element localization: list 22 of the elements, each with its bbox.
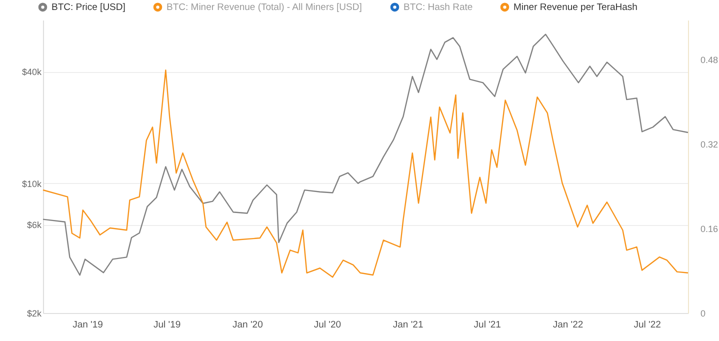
x-tick-label: Jan '19 bbox=[72, 320, 103, 330]
x-tick-label: Jan '20 bbox=[232, 320, 263, 330]
x-tick-label: Jul '19 bbox=[153, 320, 181, 330]
y-tick-label: $10k bbox=[22, 178, 42, 189]
y-tick-label: $6k bbox=[26, 220, 42, 230]
legend-label: BTC: Miner Revenue (Total) - All Miners [USD] bbox=[166, 2, 362, 14]
y-tick-label: $40k bbox=[22, 67, 42, 78]
x-tick-label: Jan '22 bbox=[552, 320, 584, 330]
legend-label: BTC: Hash Rate bbox=[404, 2, 473, 14]
y2-tick-label: 0.48 bbox=[700, 55, 718, 66]
x-tick-label: Jul '20 bbox=[314, 320, 342, 330]
y2-tick-label: 0 bbox=[700, 308, 706, 318]
line-series bbox=[42, 34, 689, 276]
legend-label: Miner Revenue per TeraHash bbox=[514, 2, 638, 14]
legend-label: BTC: Price [USD] bbox=[52, 2, 126, 14]
line-series bbox=[42, 70, 689, 278]
y2-tick-label: 0.16 bbox=[700, 224, 718, 234]
y2-tick-label: 0.32 bbox=[700, 140, 718, 150]
y-tick-label: $2k bbox=[26, 308, 42, 318]
x-tick-label: Jan '21 bbox=[392, 320, 424, 330]
x-tick-label: Jul '21 bbox=[474, 320, 501, 330]
x-tick-label: Jul '22 bbox=[634, 320, 661, 330]
